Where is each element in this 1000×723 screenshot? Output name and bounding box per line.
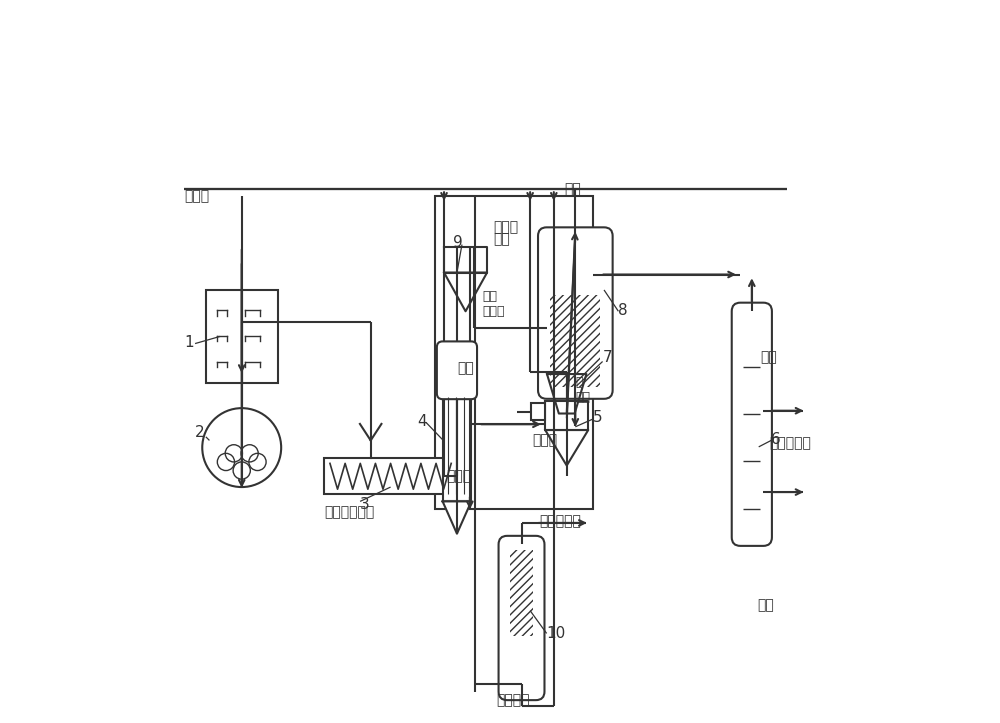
Polygon shape <box>545 430 588 466</box>
Polygon shape <box>545 401 588 430</box>
Bar <box>531 403 545 421</box>
Text: 6: 6 <box>771 432 781 447</box>
Bar <box>324 458 457 495</box>
Text: 原料煤: 原料煤 <box>184 189 209 203</box>
Text: 氧化剂: 氧化剂 <box>493 220 518 234</box>
Text: 降温后合成气: 降温后合成气 <box>324 505 374 518</box>
FancyBboxPatch shape <box>538 227 613 399</box>
Text: 2: 2 <box>195 425 205 440</box>
Text: 9: 9 <box>453 235 463 249</box>
Text: 助剂: 助剂 <box>493 232 510 246</box>
Text: 10: 10 <box>547 625 566 641</box>
Bar <box>510 550 533 636</box>
Text: 灰渣: 灰渣 <box>565 182 581 196</box>
Text: 5: 5 <box>593 411 603 425</box>
Text: 荒煤气: 荒煤气 <box>446 469 471 483</box>
Bar <box>550 294 600 387</box>
Text: 热
半焦: 热 半焦 <box>575 376 590 404</box>
Text: 8: 8 <box>618 303 628 318</box>
Polygon shape <box>443 502 471 534</box>
Text: 细灰: 细灰 <box>457 362 474 375</box>
Polygon shape <box>444 273 487 312</box>
Text: 化学产品: 化学产品 <box>496 693 530 707</box>
Polygon shape <box>547 374 586 414</box>
Bar <box>206 290 278 383</box>
Text: 7: 7 <box>603 349 612 364</box>
Bar <box>443 390 471 502</box>
Bar <box>435 197 593 508</box>
FancyBboxPatch shape <box>499 536 544 700</box>
Text: 热半焦: 热半焦 <box>532 433 557 447</box>
FancyBboxPatch shape <box>437 341 477 399</box>
Text: 1: 1 <box>184 335 194 350</box>
Text: 3: 3 <box>360 497 370 512</box>
Text: 高温
合成气: 高温 合成气 <box>482 290 505 318</box>
Text: 甲烷: 甲烷 <box>757 598 774 612</box>
Text: 4: 4 <box>417 414 427 429</box>
Polygon shape <box>444 247 487 273</box>
Text: 其他化学品: 其他化学品 <box>769 437 811 450</box>
Text: 循环合成气: 循环合成气 <box>539 514 581 528</box>
FancyBboxPatch shape <box>732 303 772 546</box>
Text: 焦油: 焦油 <box>760 351 777 364</box>
